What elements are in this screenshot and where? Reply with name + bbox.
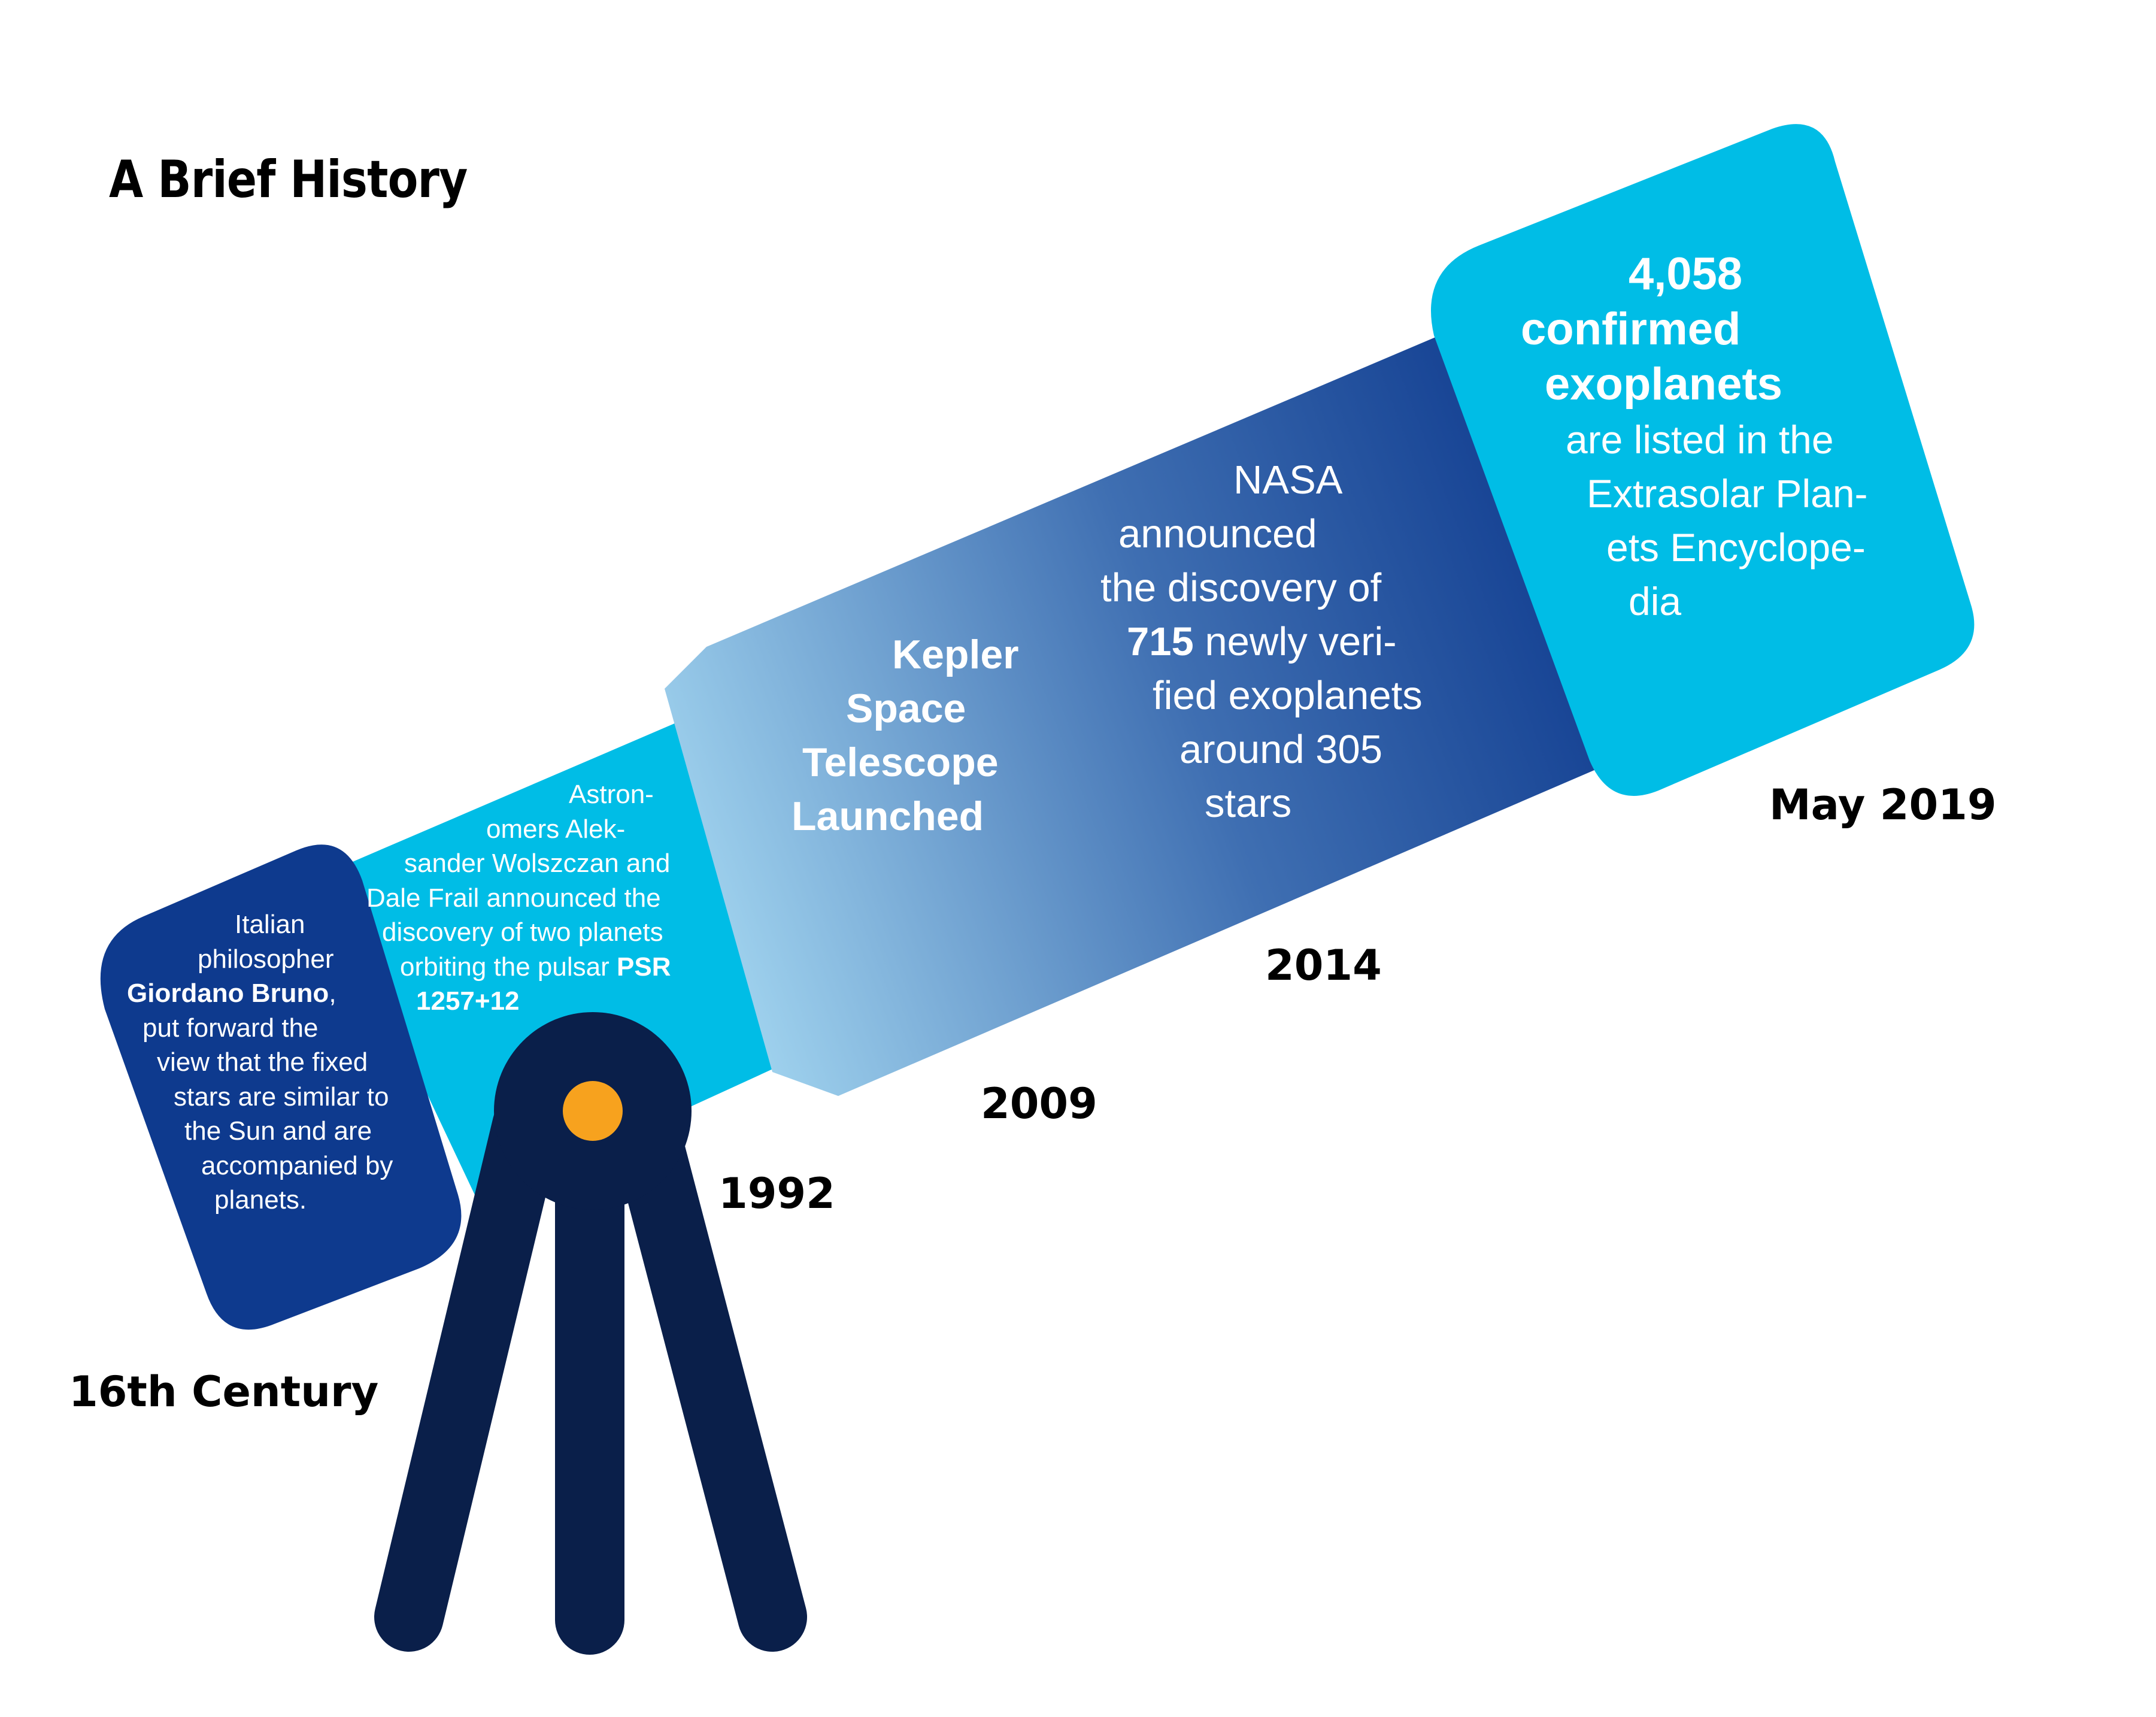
- text-run: philosopher: [198, 944, 334, 974]
- text-run: Space: [846, 686, 966, 731]
- text-run: Telescope: [802, 740, 999, 785]
- milestone-text-line: confirmed: [1521, 302, 1802, 358]
- milestone-text-line: stars: [1205, 777, 1485, 831]
- milestone-text-line: sander Wolszczan and: [404, 846, 699, 881]
- tube-section-2009-2014: [665, 326, 1617, 1096]
- text-run: the Sun and are: [184, 1116, 372, 1146]
- milestone-text-line: planets.: [214, 1183, 429, 1218]
- milestone-16th-century-text: Italian philosopher Giordano Bruno, put for…: [0, 907, 393, 1218]
- text-run: ,: [329, 979, 336, 1008]
- milestone-text-line: around 305: [1179, 723, 1460, 777]
- milestone-text-line: NASA: [1233, 453, 1514, 507]
- text-run: view that the fixed: [157, 1047, 368, 1077]
- text-run: Dale Frail announced the: [366, 883, 661, 913]
- text-run: accompanied by: [201, 1150, 393, 1180]
- milestone-text-line: accompanied by: [201, 1149, 416, 1183]
- milestone-text-line: Kepler: [892, 628, 1088, 682]
- milestone-text-line: discovery of two planets: [382, 915, 677, 950]
- text-run: Extrasolar Plan-: [1587, 471, 1868, 516]
- milestone-text-line: Astron-: [569, 777, 863, 812]
- text-run-bold: 1257+12: [416, 986, 520, 1016]
- text-run: Italian: [235, 910, 305, 939]
- text-run: dia: [1629, 579, 1682, 623]
- milestone-text-line: 715 newly veri-: [1127, 615, 1408, 669]
- text-run: planets.: [214, 1185, 307, 1215]
- page-title: A Brief History: [109, 150, 468, 210]
- text-run: stars are similar to: [174, 1082, 389, 1112]
- milestone-2009-text: Kepler Space Telescope Launched: [0, 628, 1019, 843]
- milestone-text-line: 1257+12: [416, 984, 711, 1019]
- lens-dot: [563, 1081, 623, 1141]
- text-run: sander Wolszczan and: [404, 849, 671, 878]
- milestone-text-line: the discovery of: [1100, 561, 1381, 615]
- milestone-text-line: Giordano Bruno,: [127, 976, 342, 1011]
- milestone-text-line: dia: [1629, 574, 1910, 628]
- year-2009: 2009: [981, 1079, 1097, 1128]
- text-run: around 305: [1179, 727, 1383, 772]
- text-run: ets Encyclope-: [1606, 525, 1866, 570]
- text-run: orbiting the pulsar: [400, 952, 617, 982]
- text-run: the discovery of: [1100, 565, 1382, 610]
- milestone-text-line: the Sun and are: [184, 1114, 399, 1149]
- milestone-text-line: Extrasolar Plan-: [1587, 467, 1868, 520]
- text-run: NASA: [1233, 458, 1343, 502]
- milestone-text-line: Dale Frail announced the: [366, 881, 661, 916]
- milestone-text-line: ets Encyclope-: [1606, 520, 1888, 574]
- text-run-bold: Giordano Bruno: [127, 979, 329, 1008]
- milestone-text-line: Telescope: [802, 735, 999, 789]
- text-run: are listed in the: [1566, 417, 1834, 462]
- milestone-text-line: view that the fixed: [157, 1045, 372, 1080]
- milestone-text-line: 4,058: [1629, 247, 1910, 302]
- tube-section-16th-century: [100, 844, 462, 1330]
- milestone-text-line: fied exoplanets: [1153, 669, 1433, 723]
- year-2014: 2014: [1265, 941, 1382, 990]
- text-run-bold: 715: [1127, 619, 1194, 664]
- milestone-may-2019-text: 4,058 confirmed exoplanets are listed in th…: [0, 247, 1868, 628]
- text-run: omers Alek-: [486, 814, 626, 844]
- text-run-bold: PSR: [617, 952, 671, 982]
- tube-section-may-2019: [1431, 124, 1975, 796]
- year-may-2019: May 2019: [1769, 780, 1997, 829]
- tripod: [374, 1012, 807, 1655]
- text-run: Astron-: [569, 780, 654, 809]
- text-run: Launched: [792, 794, 984, 839]
- milestone-text-line: orbiting the pulsar PSR: [400, 950, 695, 985]
- milestone-text-line: exoplanets: [1545, 358, 1826, 413]
- milestone-text-line: are listed in the: [1566, 413, 1847, 467]
- milestone-text-line: Launched: [792, 789, 988, 843]
- milestone-text-line: Space: [846, 682, 1042, 735]
- text-run-bold: 4,058: [1629, 249, 1743, 299]
- tripod-leg-right: [606, 1079, 807, 1652]
- text-run: discovery of two planets: [382, 917, 663, 947]
- milestone-2014-text: NASA announced the discovery of 715 newly v…: [0, 453, 1423, 831]
- text-run: Kepler: [892, 632, 1019, 677]
- text-run: announced: [1118, 511, 1317, 556]
- milestone-text-line: put forward the: [142, 1011, 357, 1046]
- text-run: fied exoplanets: [1153, 673, 1423, 718]
- year-16th-century: 16th Century: [69, 1367, 379, 1416]
- tripod-leg-left: [374, 1091, 562, 1652]
- text-run: newly veri-: [1193, 619, 1397, 664]
- milestone-text-line: omers Alek-: [486, 812, 781, 847]
- milestone-1992-text: Astron-omers Alek-sander Wolszczan and Da…: [0, 777, 671, 1019]
- milestone-text-line: Italian: [235, 907, 450, 942]
- text-run-bold: confirmed: [1521, 304, 1741, 355]
- milestone-text-line: philosopher: [198, 942, 413, 977]
- text-run: put forward the: [142, 1013, 319, 1043]
- milestone-text-line: stars are similar to: [174, 1080, 389, 1115]
- text-run: stars: [1205, 781, 1292, 826]
- text-run-bold: exoplanets: [1545, 359, 1783, 410]
- year-1992: 1992: [718, 1169, 835, 1218]
- milestone-text-line: announced: [1118, 507, 1399, 561]
